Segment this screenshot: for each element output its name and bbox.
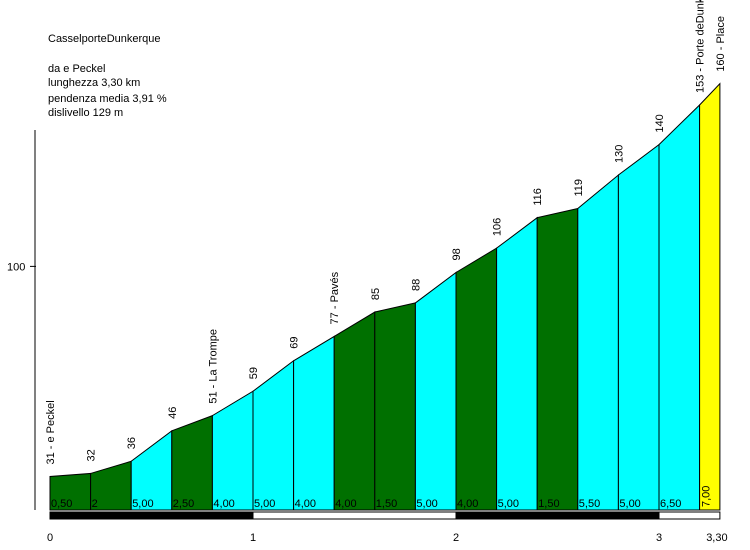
x-tick-label-1: 0	[47, 532, 53, 544]
profile-segment-9	[374, 302, 416, 511]
profile-segment-13	[536, 207, 579, 511]
profile-segment-16	[658, 103, 701, 511]
altitude-label-3: 36	[126, 437, 138, 449]
gradient-label-16: 6,50	[660, 498, 681, 510]
elevation-gain: dislivello 129 m	[48, 107, 124, 119]
y-tick-label-1: 100	[7, 261, 25, 273]
x-tick-label-5: 3,30	[706, 532, 727, 544]
gradient-label-9: 1,50	[376, 498, 397, 510]
profile-segment-11	[455, 247, 498, 511]
km-bar-block-1	[49, 511, 254, 520]
gradient-label-2: 2	[92, 498, 98, 510]
profile-segment-12	[496, 216, 538, 511]
profile-segment-5	[211, 390, 254, 511]
profile-segment-10	[414, 271, 457, 511]
gradient-label-3: 5,00	[132, 498, 153, 510]
profile-segment-17	[699, 82, 721, 511]
km-bar-block-4	[658, 511, 721, 520]
altitude-label-18: 160 - Place	[715, 16, 727, 72]
gradient-label-12: 5,00	[498, 498, 519, 510]
gradient-label-15: 5,00	[619, 498, 640, 510]
altitude-label-13: 116	[532, 188, 544, 206]
average-gradient: pendenza media 3,91 %	[48, 93, 167, 105]
altitude-label-15: 130	[613, 145, 625, 163]
altitude-label-12: 106	[492, 218, 504, 236]
x-tick-label-3: 2	[453, 532, 459, 544]
altitude-label-10: 88	[410, 279, 422, 291]
gradient-label-1: 0,50	[51, 498, 72, 510]
gradient-label-10: 5,00	[416, 498, 437, 510]
altitude-label-17: 153 - Porte deDunkerque	[695, 0, 707, 93]
altitude-label-4: 46	[167, 407, 179, 419]
km-bar-block-3	[455, 511, 660, 520]
altitude-label-16: 140	[654, 114, 666, 132]
altitude-label-11: 98	[451, 248, 463, 260]
altitude-label-5: 51 - La Trompe	[207, 329, 219, 404]
x-tick-label-2: 1	[250, 532, 256, 544]
gradient-label-13: 1,50	[538, 498, 559, 510]
profile-segment-14	[577, 173, 619, 511]
altitude-label-8: 77 - Pavés	[329, 271, 341, 324]
altitude-label-2: 32	[86, 449, 98, 461]
altitude-label-14: 119	[573, 179, 585, 197]
profile-segment-15	[617, 143, 660, 511]
profile-segment-6	[252, 359, 295, 511]
gradient-label-4: 2,50	[173, 498, 194, 510]
profile-segment-7	[293, 335, 335, 511]
gradient-label-7: 4,00	[295, 498, 316, 510]
climb-length: lunghezza 3,30 km	[48, 77, 141, 89]
gradient-label-17: 7,00	[701, 486, 713, 507]
altitude-label-1: 31 - e Peckel	[45, 400, 57, 464]
gradient-label-14: 5,50	[579, 498, 600, 510]
profile-segment-4	[171, 414, 213, 511]
km-bar-block-2	[252, 511, 457, 520]
chart-title: CasselporteDunkerque	[48, 33, 161, 45]
altitude-label-9: 85	[370, 288, 382, 300]
gradient-label-11: 4,00	[457, 498, 478, 510]
altitude-label-6: 59	[248, 367, 260, 379]
gradient-label-8: 4,00	[335, 498, 356, 510]
gradient-label-5: 4,00	[213, 498, 234, 510]
x-tick-label-4: 3	[656, 532, 662, 544]
altitude-label-7: 69	[289, 337, 301, 349]
start-location: da e Peckel	[48, 63, 106, 75]
profile-segment-8	[333, 311, 376, 511]
gradient-label-6: 5,00	[254, 498, 275, 510]
